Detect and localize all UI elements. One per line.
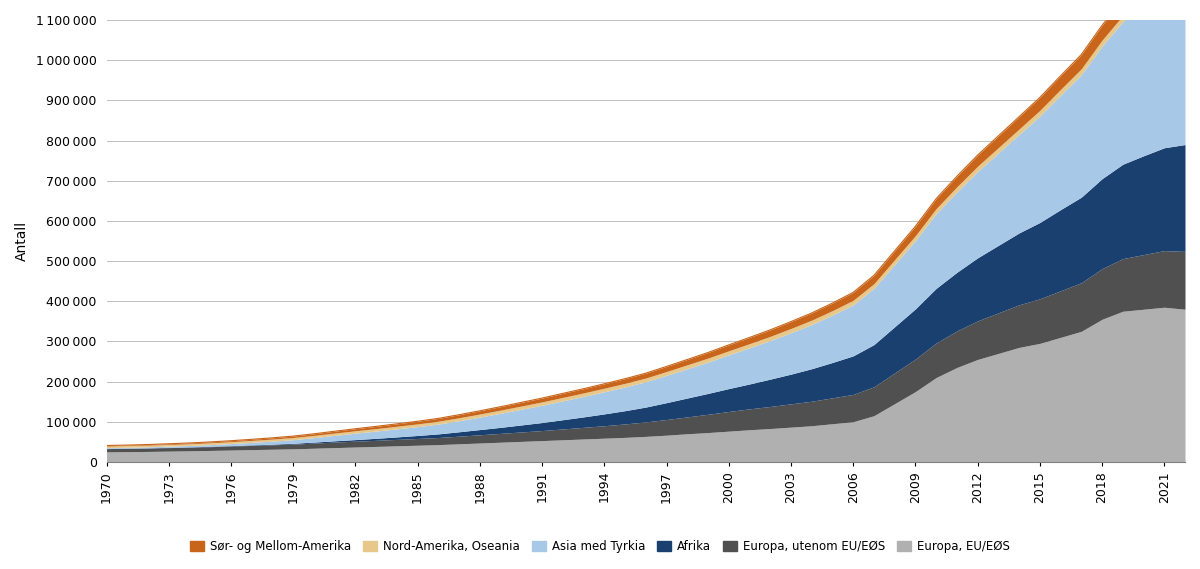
Legend: Sør- og Mellom-Amerika, Nord-Amerika, Oseania, Asia med Tyrkia, Afrika, Europa, : Sør- og Mellom-Amerika, Nord-Amerika, Os… bbox=[185, 535, 1015, 558]
Y-axis label: Antall: Antall bbox=[14, 221, 29, 261]
